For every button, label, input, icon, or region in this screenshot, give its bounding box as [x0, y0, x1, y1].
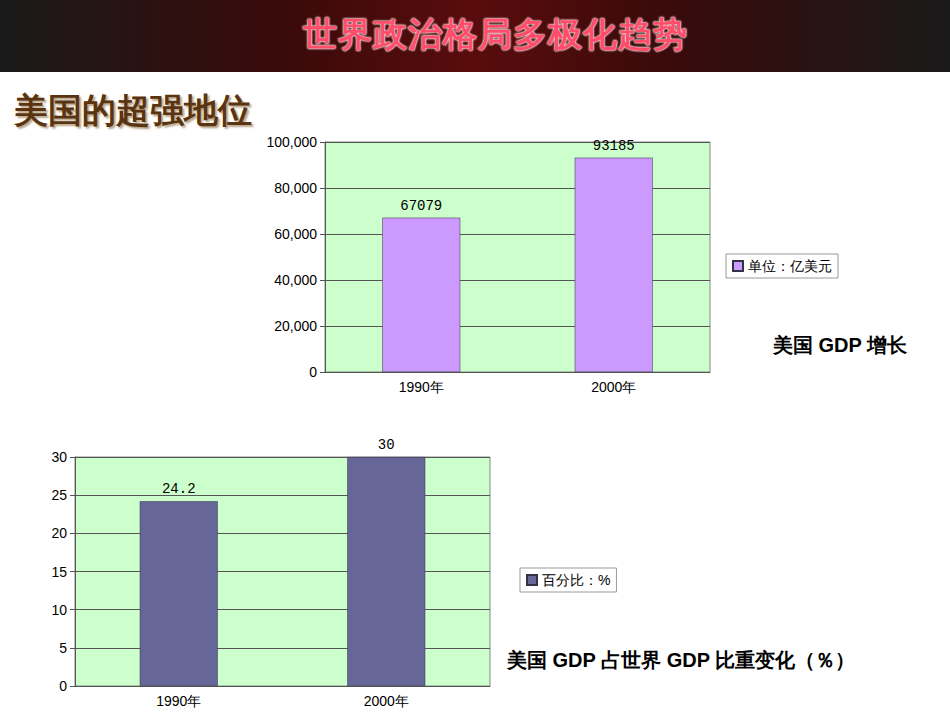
svg-text:单位：亿美元: 单位：亿美元 [748, 258, 832, 274]
svg-text:93185: 93185 [593, 138, 635, 154]
svg-text:80,000: 80,000 [274, 180, 317, 196]
svg-text:美国 GDP 占世界 GDP 比重变化（％）: 美国 GDP 占世界 GDP 比重变化（％） [506, 649, 855, 671]
svg-text:24.2: 24.2 [162, 481, 196, 497]
svg-text:20: 20 [51, 525, 67, 541]
svg-text:2000年: 2000年 [364, 693, 409, 709]
svg-text:1990年: 1990年 [399, 379, 444, 395]
svg-text:40,000: 40,000 [274, 272, 317, 288]
svg-text:1990年: 1990年 [156, 693, 201, 709]
svg-text:10: 10 [51, 602, 67, 618]
svg-text:30: 30 [378, 437, 395, 453]
svg-text:20,000: 20,000 [274, 318, 317, 334]
html-text:世界政治格局多极化趋势: 世界政治格局多极化趋势 [302, 14, 688, 54]
svg-text:15: 15 [51, 564, 67, 580]
svg-text:67079: 67079 [400, 198, 442, 214]
html-text:美国的超强地位: 美国的超强地位 [14, 90, 252, 130]
svg-text:美国 GDP 增长: 美国 GDP 增长 [772, 334, 908, 356]
svg-text:0: 0 [59, 678, 67, 694]
svg-text:5: 5 [59, 640, 67, 656]
svg-text:100,000: 100,000 [266, 134, 317, 150]
svg-text:30: 30 [51, 449, 67, 465]
svg-text:25: 25 [51, 487, 67, 503]
svg-text:2000年: 2000年 [591, 379, 636, 395]
svg-text:0: 0 [309, 364, 317, 380]
svg-text:百分比：%: 百分比：% [542, 572, 610, 588]
svg-text:60,000: 60,000 [274, 226, 317, 242]
